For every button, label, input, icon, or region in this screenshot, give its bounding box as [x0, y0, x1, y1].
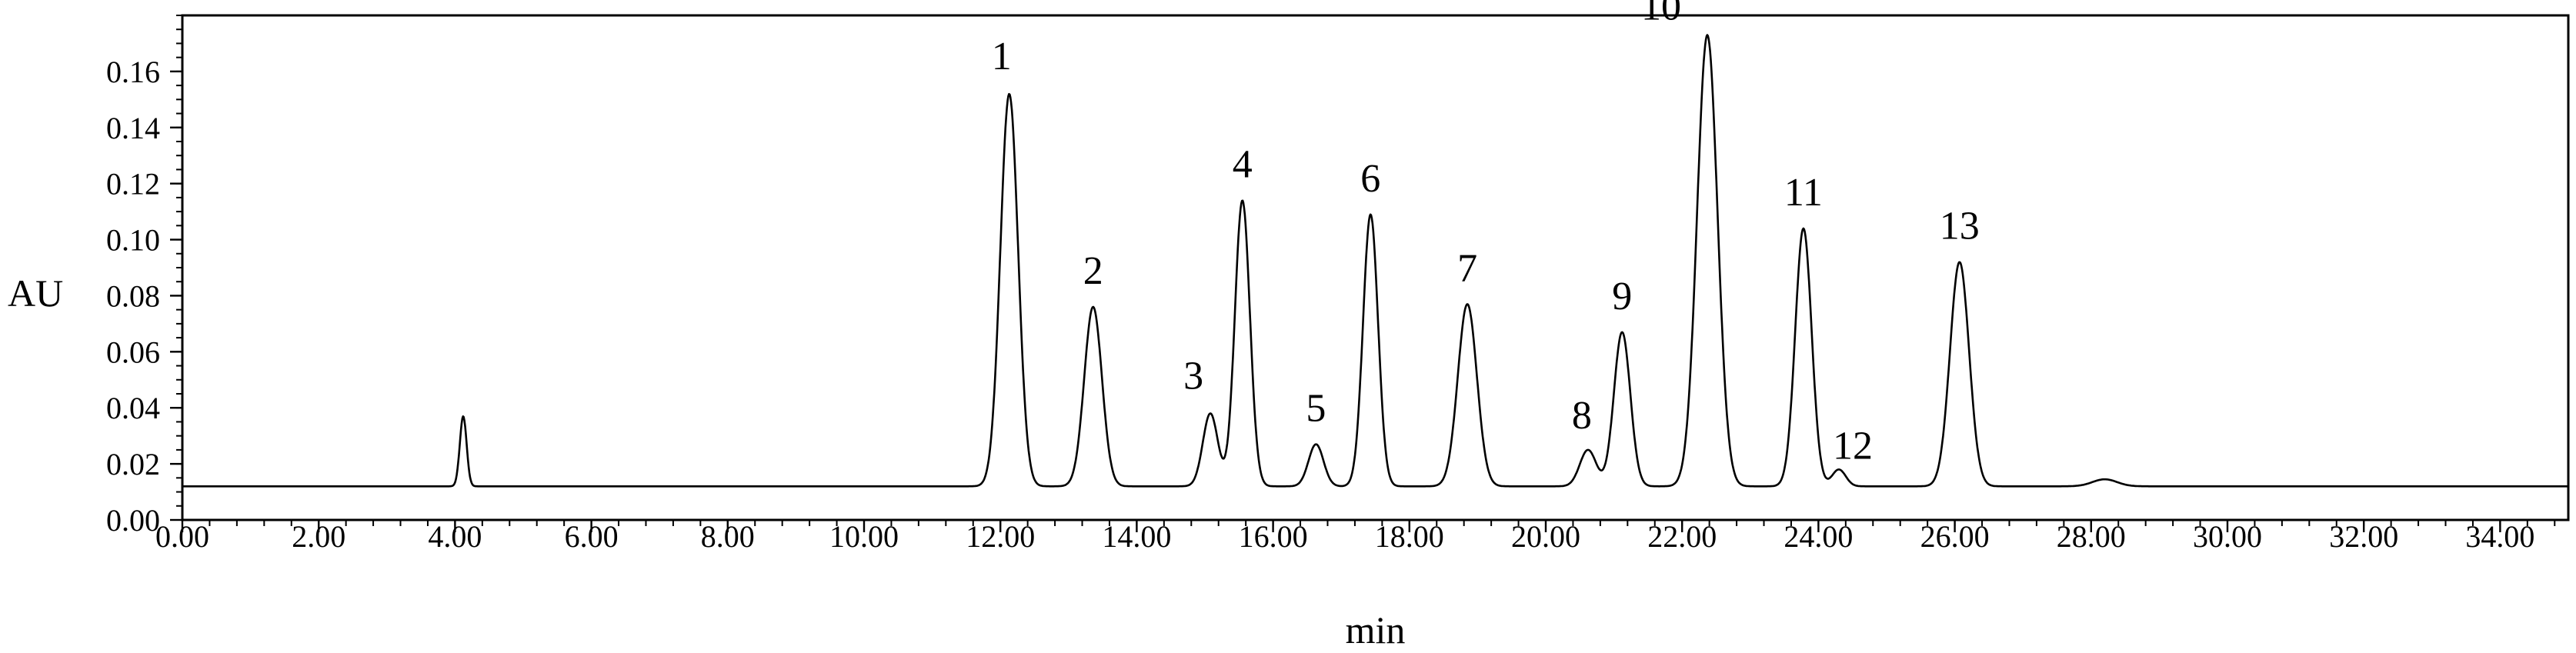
x-tick-label: 12.00 — [966, 519, 1035, 554]
x-tick-label: 4.00 — [428, 519, 482, 554]
y-tick-label: 0.04 — [106, 391, 160, 425]
x-tick-label: 28.00 — [2057, 519, 2126, 554]
x-tick-label: 22.00 — [1647, 519, 1717, 554]
x-tick-label: 32.00 — [2329, 519, 2398, 554]
y-tick-label: 0.14 — [106, 111, 160, 145]
y-tick-label: 0.12 — [106, 167, 160, 202]
peak-label-1: 1 — [992, 35, 1012, 78]
peak-label-12: 12 — [1833, 424, 1873, 468]
x-tick-label: 0.00 — [155, 519, 209, 554]
peak-label-9: 9 — [1612, 275, 1632, 318]
x-tick-label: 24.00 — [1784, 519, 1853, 554]
peak-label-10: 10 — [1641, 0, 1681, 29]
peak-label-6: 6 — [1360, 157, 1380, 201]
x-tick-label: 8.00 — [701, 519, 755, 554]
x-tick-label: 2.00 — [292, 519, 345, 554]
x-axis-title: min — [1346, 608, 1406, 651]
y-tick-label: 0.00 — [106, 503, 160, 538]
y-axis: 0.00 0.02 0.04 0.06 0.08 0.10 0.12 0.14 0.16 — [106, 15, 182, 538]
x-tick-label: 10.00 — [829, 519, 899, 554]
x-tick-label: 16.00 — [1239, 519, 1308, 554]
x-tick-label: 34.00 — [2465, 519, 2534, 554]
peak-label-3: 3 — [1183, 355, 1203, 398]
y-tick-label: 0.02 — [106, 447, 160, 481]
peak-label-13: 13 — [1940, 205, 1980, 248]
y-axis-title: AU — [8, 272, 63, 315]
peak-label-11: 11 — [1784, 171, 1823, 215]
chromatogram-trace — [182, 34, 2569, 488]
y-tick-label: 0.06 — [106, 335, 160, 369]
y-tick-label: 0.08 — [106, 278, 160, 313]
peak-label-2: 2 — [1083, 249, 1103, 293]
y-tick-label: 0.16 — [106, 55, 160, 89]
x-axis: 0.00 2.00 4.00 6.00 8.00 10.00 12.00 14.00 16.00… — [155, 519, 2556, 554]
y-tick-label: 0.10 — [106, 223, 160, 258]
x-tick-label: 14.00 — [1102, 519, 1171, 554]
peak-label-8: 8 — [1572, 394, 1592, 438]
peak-label-7: 7 — [1457, 246, 1477, 290]
x-tick-label: 30.00 — [2193, 519, 2262, 554]
peak-label-5: 5 — [1306, 387, 1326, 431]
x-tick-label: 26.00 — [1920, 519, 1990, 554]
peak-label-4: 4 — [1233, 143, 1253, 187]
x-tick-label: 20.00 — [1511, 519, 1580, 554]
x-tick-label: 6.00 — [565, 519, 619, 554]
x-tick-label: 18.00 — [1375, 519, 1444, 554]
